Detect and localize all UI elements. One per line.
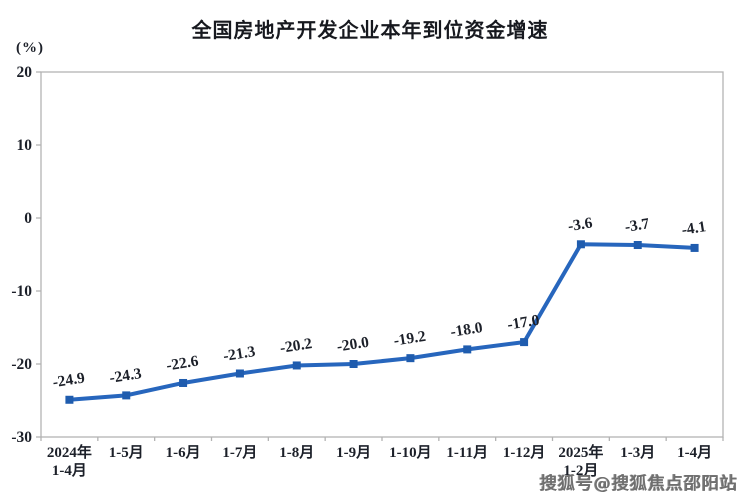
data-labels: -24.9 -24.3 -22.6 -21.3 -20.2 -20.0 -19.2 -18.0… <box>51 214 707 391</box>
y-axis-unit-label: (%) <box>16 40 44 56</box>
data-point-marker <box>235 369 244 378</box>
series-line <box>67 242 697 402</box>
x-category-label: 1-10月 <box>389 444 432 461</box>
data-point-marker <box>349 360 358 368</box>
data-points <box>65 240 699 404</box>
x-category-label: 1-11月 <box>446 444 488 461</box>
y-axis-ticks: 20 10 0 -10 -20 -30 <box>11 64 41 446</box>
x-category-label: 1-6月 <box>166 444 201 461</box>
x-category-label: 1-7月 <box>222 444 257 461</box>
x-axis-ticks <box>40 437 724 441</box>
data-label: -17.0 <box>506 312 541 334</box>
data-label: -3.6 <box>567 214 594 235</box>
data-point-marker <box>292 361 301 370</box>
y-tick-label: -20 <box>11 356 32 373</box>
x-category-label: 2025年 1-2月 <box>558 443 603 479</box>
data-label: -24.3 <box>108 365 143 387</box>
data-point-marker <box>463 345 472 354</box>
data-label: -19.2 <box>392 328 427 350</box>
data-label: -21.3 <box>222 343 257 365</box>
data-point-marker <box>122 391 131 400</box>
data-point-marker <box>179 378 188 387</box>
x-category-label: 2024年 1-4月 <box>47 443 92 479</box>
x-axis-labels: 2024年 1-4月 1-5月 1-6月 1-7月 1-8月 1-9月 1-10月 1-11月 1… <box>47 443 712 479</box>
x-category-label: 1-12月 <box>503 444 546 461</box>
chart-title: 全国房地产开发企业本年到位资金增速 <box>191 18 549 42</box>
y-tick-label: 10 <box>17 137 33 154</box>
data-label: -3.7 <box>624 215 651 236</box>
x-category-label: 1-3月 <box>620 444 655 461</box>
x-category-label: 1-8月 <box>279 444 314 461</box>
x-category-label: 1-9月 <box>336 444 371 461</box>
watermark: 搜狐号@搜狐焦点邵阳站 <box>540 474 738 494</box>
data-point-marker <box>690 243 699 252</box>
data-label: -20.2 <box>279 335 314 357</box>
y-tick-label: -30 <box>11 429 32 446</box>
data-label: -18.0 <box>449 319 484 341</box>
x-category-label: 1-4月 <box>677 444 712 461</box>
axes <box>40 71 724 438</box>
y-tick-label: 0 <box>24 210 32 227</box>
data-point-marker <box>576 240 585 249</box>
data-point-marker <box>520 338 529 347</box>
data-point-marker <box>65 395 74 404</box>
data-point-marker <box>633 241 642 250</box>
data-label: -20.0 <box>336 334 371 356</box>
data-label: -22.6 <box>165 353 200 375</box>
y-tick-label: -10 <box>11 283 32 300</box>
data-point-marker <box>406 354 415 363</box>
y-tick-label: 20 <box>17 64 33 81</box>
data-label: -4.1 <box>680 218 707 239</box>
data-label: -24.9 <box>51 369 86 391</box>
x-category-label: 1-5月 <box>109 444 144 461</box>
